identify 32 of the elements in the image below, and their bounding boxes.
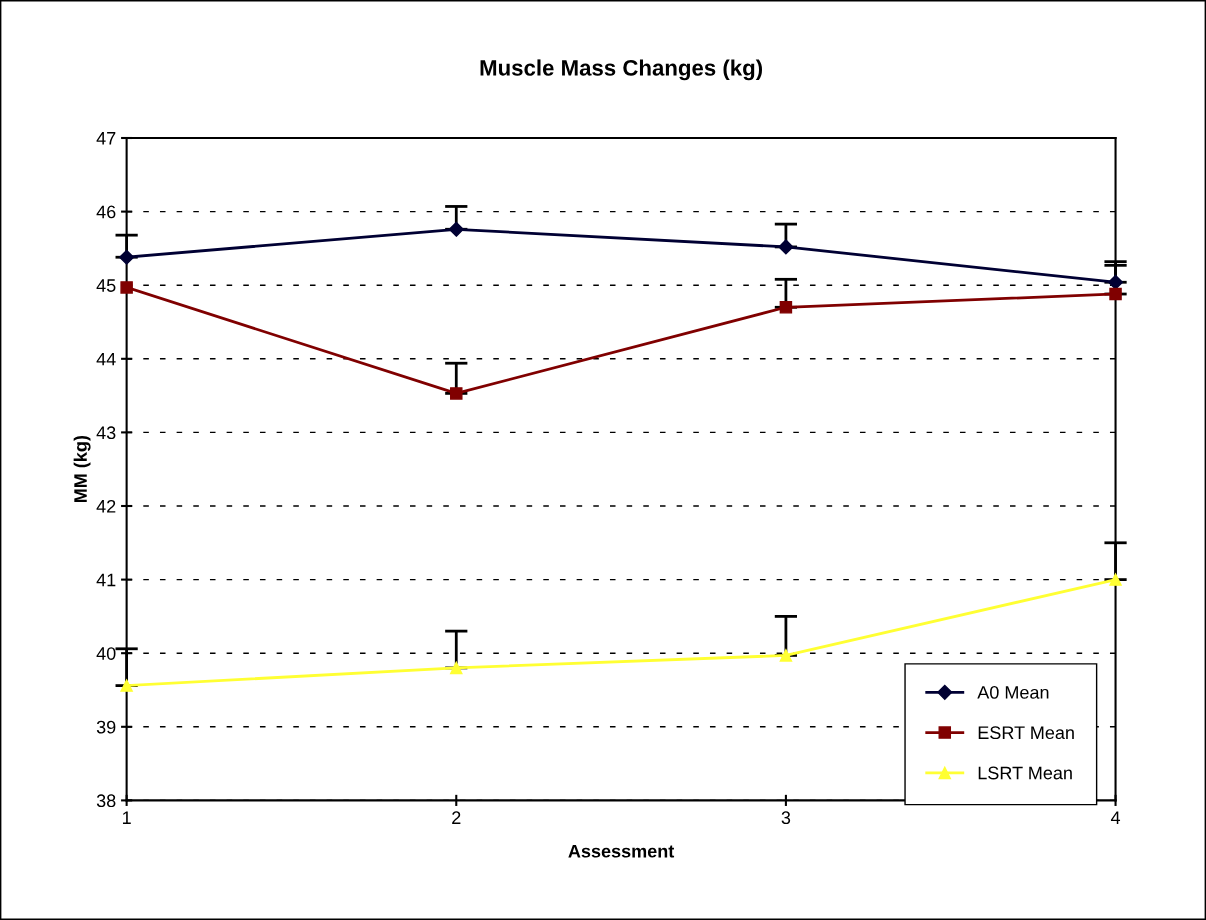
x-tick-label: 1: [122, 811, 131, 824]
legend-label: A0 Mean: [977, 685, 1049, 699]
y-tick-label: 38: [96, 794, 116, 808]
point: [778, 239, 794, 255]
y-tick-label: 43: [96, 426, 116, 440]
chart-title: Muscle Mass Changes (kg): [480, 59, 763, 81]
legend-label: LSRT Mean: [978, 766, 1072, 780]
x-tick-label: 2: [452, 811, 461, 824]
point: [450, 387, 463, 400]
point: [1109, 573, 1122, 586]
y-axis-title: MM (kg): [73, 436, 91, 503]
y-tick-label: 46: [96, 205, 116, 219]
y-tick-label: 39: [96, 720, 116, 734]
point: [119, 249, 135, 265]
point: [779, 301, 793, 314]
y-tick-label: 41: [96, 573, 116, 587]
legend-label: ESRT Mean: [978, 726, 1074, 740]
x-axis-title: Assessment: [568, 844, 675, 858]
y-tick-label: 47: [96, 132, 116, 145]
y-tick-label: 42: [96, 499, 116, 513]
point: [450, 661, 463, 675]
point: [120, 281, 133, 294]
y-tick-label: 40: [96, 647, 116, 660]
y-tick-label: 45: [96, 279, 116, 292]
point: [120, 679, 133, 692]
point: [1107, 274, 1124, 290]
point: [448, 221, 464, 237]
y-tick-label: 44: [96, 352, 116, 366]
x-tick-label: 4: [1110, 811, 1121, 824]
x-tick-label: 3: [781, 811, 791, 825]
point: [1109, 287, 1122, 301]
point: [779, 649, 793, 662]
